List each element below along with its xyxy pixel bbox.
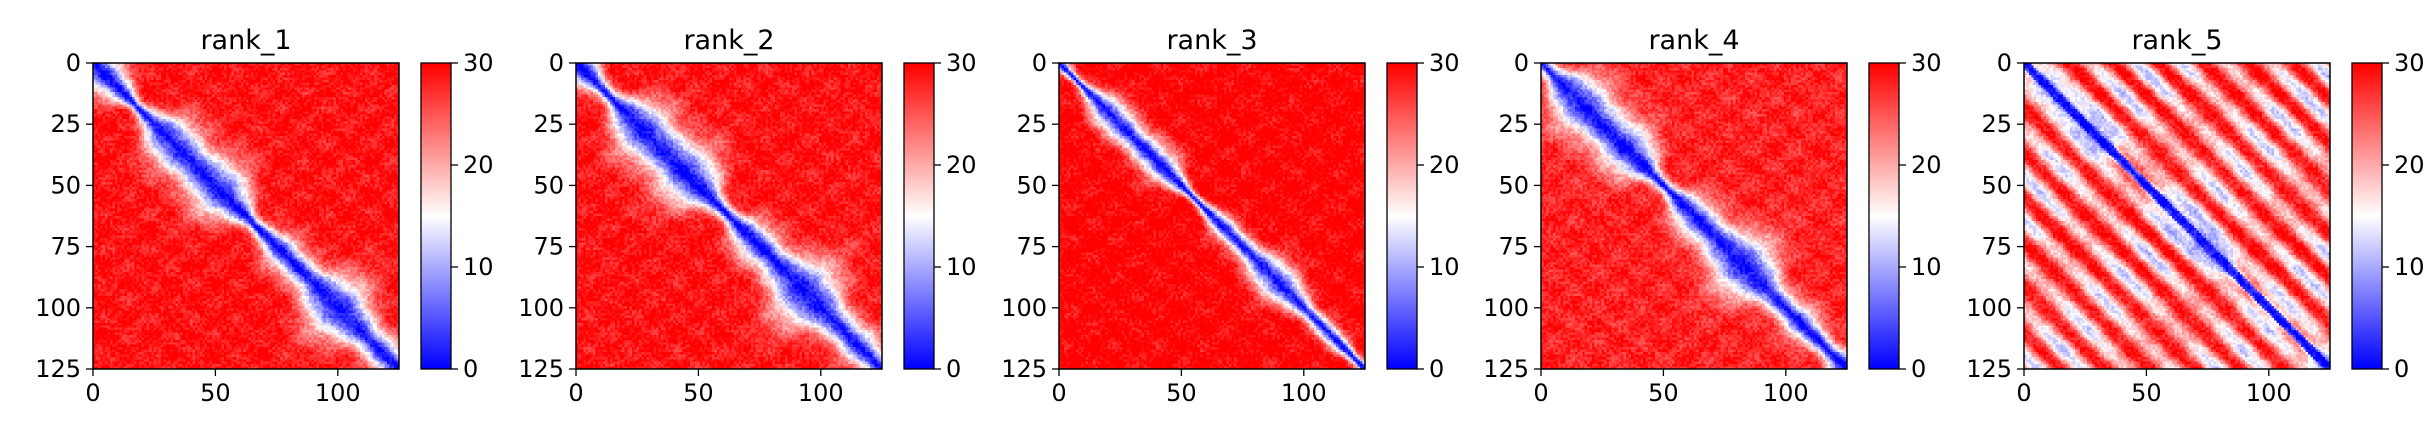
colorbar-tick-label: 20 [1429,151,1460,179]
colorbar-tick-label: 10 [1429,253,1460,281]
x-tick-label: 0 [1051,379,1066,407]
y-tick-label: 0 [1514,49,1529,77]
x-tick-label: 100 [1763,379,1809,407]
y-tick-label: 125 [1483,355,1529,383]
colorbar-tick-label: 20 [946,151,977,179]
y-tick-label: 0 [549,49,564,77]
x-tick-label: 0 [1533,379,1548,407]
heatmap-image [93,63,399,369]
y-tick-label: 50 [1981,171,2012,199]
x-tick-label: 100 [315,379,361,407]
colorbar-tick-label: 0 [463,355,478,383]
colorbar [421,63,451,369]
y-tick-label: 50 [50,171,81,199]
x-tick-label: 100 [1281,379,1327,407]
y-tick-label: 125 [1966,355,2012,383]
axes-frame [1540,62,1848,370]
y-tick-label: 0 [1997,49,2012,77]
colorbar [1869,63,1899,369]
colorbar-tick-label: 30 [2394,49,2425,77]
colorbar-tick-label: 0 [1429,355,1444,383]
colorbar-tick-label: 30 [1429,49,1460,77]
x-tick-label: 0 [2016,379,2031,407]
y-tick-label: 100 [1966,294,2012,322]
colorbar-tick-label: 0 [1911,355,1926,383]
axes-frame [2023,62,2331,370]
colorbar-frame [420,62,452,370]
y-tick-label: 75 [1016,233,1047,261]
x-tick-label: 0 [85,379,100,407]
x-tick-label: 100 [798,379,844,407]
axes-frame [575,62,883,370]
colorbar-frame [2351,62,2383,370]
axes-frame [92,62,400,370]
y-tick-label: 75 [1498,233,1529,261]
heatmap-image [1541,63,1847,369]
y-tick-label: 75 [533,233,564,261]
x-tick-label: 50 [200,379,231,407]
y-tick-label: 100 [518,294,564,322]
colorbar [2352,63,2382,369]
x-tick-label: 0 [568,379,583,407]
x-tick-label: 50 [683,379,714,407]
colorbar-tick-label: 20 [463,151,494,179]
panel-title: rank_2 [683,25,774,56]
y-tick-label: 0 [1032,49,1047,77]
y-tick-label: 0 [66,49,81,77]
x-tick-label: 50 [1648,379,1679,407]
y-tick-label: 125 [35,355,81,383]
colorbar-tick-label: 10 [946,253,977,281]
panel-title: rank_5 [2131,25,2222,56]
colorbar-tick-label: 0 [946,355,961,383]
panel-title: rank_4 [1648,25,1739,56]
x-tick-label: 50 [2131,379,2162,407]
x-tick-label: 50 [1166,379,1197,407]
colorbar-tick-label: 10 [2394,253,2425,281]
heatmap-image [576,63,882,369]
y-tick-label: 25 [533,110,564,138]
y-tick-label: 25 [1981,110,2012,138]
y-tick-label: 25 [1498,110,1529,138]
y-tick-label: 125 [518,355,564,383]
colorbar-tick-label: 20 [2394,151,2425,179]
colorbar-tick-label: 10 [463,253,494,281]
colorbar-tick-label: 30 [946,49,977,77]
colorbar-frame [1386,62,1418,370]
colorbar-tick-label: 30 [463,49,494,77]
colorbar-frame [903,62,935,370]
y-tick-label: 25 [1016,110,1047,138]
x-tick-label: 100 [2246,379,2292,407]
y-tick-label: 100 [1483,294,1529,322]
y-tick-label: 125 [1001,355,1047,383]
colorbar [904,63,934,369]
colorbar-tick-label: 20 [1911,151,1942,179]
colorbar-frame [1868,62,1900,370]
colorbar-tick-label: 0 [2394,355,2409,383]
y-tick-label: 75 [50,233,81,261]
panel-title: rank_3 [1166,25,1257,56]
heatmap-image [1059,63,1365,369]
colorbar [1387,63,1417,369]
panel-title: rank_1 [200,25,291,56]
y-tick-label: 100 [35,294,81,322]
colorbar-tick-label: 30 [1911,49,1942,77]
heatmap-image [2024,63,2330,369]
y-tick-label: 100 [1001,294,1047,322]
y-tick-label: 50 [1016,171,1047,199]
y-tick-label: 50 [1498,171,1529,199]
axes-frame [1058,62,1366,370]
y-tick-label: 75 [1981,233,2012,261]
colorbar-tick-label: 10 [1911,253,1942,281]
y-tick-label: 50 [533,171,564,199]
y-tick-label: 25 [50,110,81,138]
